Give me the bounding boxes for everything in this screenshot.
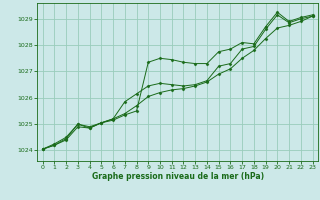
X-axis label: Graphe pression niveau de la mer (hPa): Graphe pression niveau de la mer (hPa) [92,172,264,181]
